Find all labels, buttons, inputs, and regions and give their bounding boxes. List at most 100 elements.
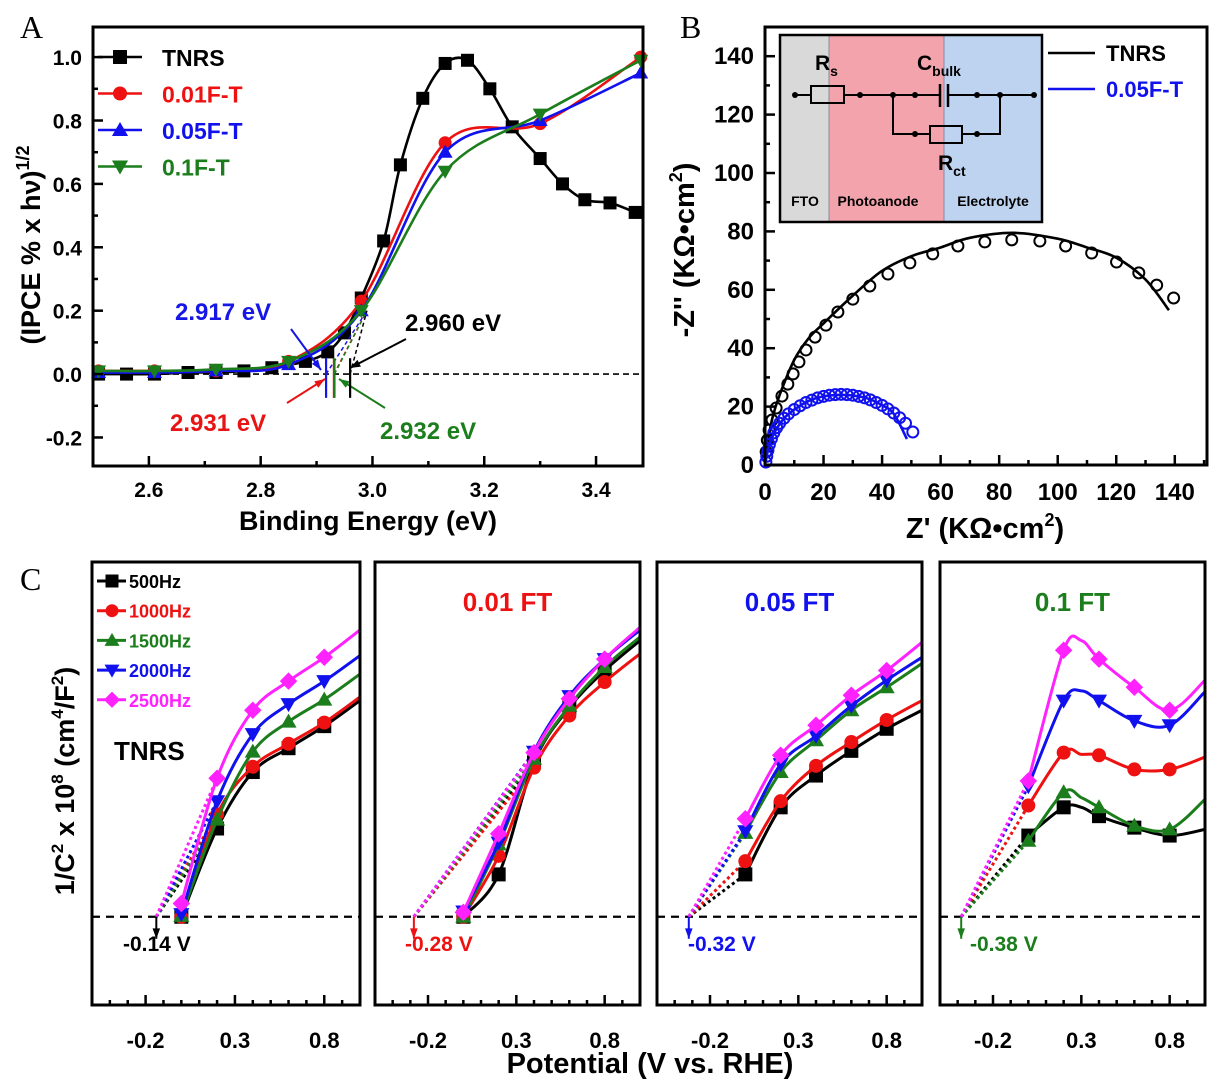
panel-a-y-axis-title: (IPCE % x hν)1/2 [13, 145, 46, 344]
data-point-marker [978, 235, 992, 249]
data-point-marker [1127, 762, 1142, 777]
band-gap-label: 2.932 eV [380, 418, 476, 445]
data-point-marker [1162, 762, 1177, 777]
extrapolation-line [959, 804, 1030, 918]
panel-b-y-axis-title: -Z'' (KΩ•cm2) [666, 163, 701, 338]
annotation-arrow [286, 378, 326, 404]
y-tick-label: 0.6 [53, 174, 82, 197]
data-point-marker [736, 810, 755, 828]
data-point-marker [1085, 246, 1099, 260]
y-title-part: /F [50, 685, 80, 709]
data-point-marker [807, 729, 825, 744]
cbulk-label-main: C [917, 52, 932, 75]
data-point-marker [460, 53, 474, 67]
data-point-marker [809, 758, 823, 773]
data-point-marker [244, 743, 261, 758]
data-point-marker [597, 675, 612, 690]
data-point-marker [91, 365, 107, 379]
onset-potential-label: -0.28 V [405, 933, 473, 956]
series-TNRS [759, 231, 1181, 460]
series-1500Hz [1020, 784, 1207, 847]
data-point-marker [1055, 784, 1072, 799]
data-point-marker [879, 712, 894, 727]
y-tick-label: 0.0 [53, 364, 82, 387]
x-tick-label: 40 [869, 479, 896, 506]
data-point-marker [799, 396, 813, 410]
panel-label-b: B [680, 9, 701, 45]
data-point-marker [1167, 291, 1181, 305]
data-point-marker [877, 661, 896, 680]
extrapolation-line [687, 860, 747, 918]
data-point-marker [633, 54, 649, 68]
data-point-marker [1021, 798, 1036, 813]
subplot-axes-frame [373, 560, 642, 1007]
extrapolation-line [412, 751, 536, 918]
x-tick-label: -0.2 [974, 1028, 1012, 1053]
x-tick-label: 20 [810, 479, 837, 506]
panel-c-x-axis-title: Potential (V vs. RHE) [507, 1048, 794, 1080]
extrapolation-line [960, 839, 1030, 918]
onset-arrow [152, 916, 161, 939]
data-point-marker [1056, 745, 1071, 760]
legend-marker [103, 691, 121, 708]
data-point-marker [578, 193, 592, 207]
legend-item: 1000Hz [97, 602, 191, 622]
y-tick-label: 120 [714, 102, 754, 129]
panel-b-y-axis-title-sup: 2 [666, 172, 686, 182]
data-point-marker [353, 305, 369, 319]
legend-item: 0.01F-T [98, 82, 243, 108]
data-point-marker [1020, 832, 1037, 847]
annotation-arrow [338, 378, 386, 409]
y-title-part: x 10 [50, 784, 80, 844]
legend-marker [113, 50, 127, 64]
region-photoanode [829, 35, 944, 222]
subplot-title: 0.01 FT [463, 587, 553, 617]
legend-label: 2500Hz [129, 691, 191, 711]
series-2500Hz [172, 628, 361, 913]
panel-a-y-axis-title-sup: 1/2 [13, 145, 33, 170]
legend-marker [113, 86, 127, 101]
y-title-sup: 8 [48, 774, 67, 783]
legend-label: 0.1F-T [162, 155, 230, 181]
data-point-marker [1059, 239, 1073, 253]
panel-b-plot: TNRS 0.05F-T FTO Photoanode Electrolyte Rs Cbu… [714, 25, 1209, 506]
data-point-marker [633, 65, 649, 79]
extrapolation-line [687, 818, 747, 918]
data-point-marker [1161, 821, 1178, 836]
legend-label: 1000Hz [129, 602, 191, 622]
data-point-marker [489, 825, 508, 843]
subplot-0.1-ft: -0.38 V 0.1 FT -0.2 0.3 0.8 [938, 560, 1207, 1053]
data-point-marker [377, 234, 391, 248]
data-point-marker [173, 908, 190, 923]
inset-frame [778, 33, 1044, 224]
legend-item: 2000Hz [97, 661, 191, 681]
data-point-marker [903, 256, 917, 270]
x-tick-label: 2.8 [246, 479, 276, 502]
y-tick-label: 0.2 [53, 301, 82, 324]
legend-marker [105, 574, 119, 588]
x-tick-label: 60 [927, 479, 954, 506]
x-tick-label: 0.3 [1066, 1028, 1097, 1053]
x-tick-label: -0.2 [691, 1028, 729, 1053]
circuit-node [890, 92, 896, 98]
region-electrolyte [944, 35, 1042, 222]
panel-label-a: A [20, 9, 43, 45]
data-point-marker [1126, 714, 1143, 729]
onset-potential-label: -0.14 V [123, 933, 191, 956]
panel-b-y-axis-title-end: ) [669, 163, 701, 173]
panel-a-plot: TNRS 0.01F-T 0.05F-T 0.1F-T 2.917 eV 2.931 eV… [46, 25, 649, 502]
band-gap-annotation: 2.931 eV [170, 310, 368, 437]
legend-label: 2000Hz [129, 661, 191, 681]
panel-label-c: C [20, 561, 41, 597]
data-point-marker [786, 367, 800, 381]
data-point-marker [951, 239, 965, 253]
data-point-marker [771, 746, 790, 765]
rs-resistor-icon [810, 85, 845, 104]
data-point-marker [737, 825, 754, 840]
data-point-marker [533, 152, 547, 166]
extrapolation-line [154, 800, 219, 918]
legend-label: TNRS [1106, 41, 1166, 66]
x-tick-label: 0.8 [589, 1028, 620, 1053]
legend-label: TNRS [162, 45, 225, 71]
onset-arrow [685, 916, 693, 939]
